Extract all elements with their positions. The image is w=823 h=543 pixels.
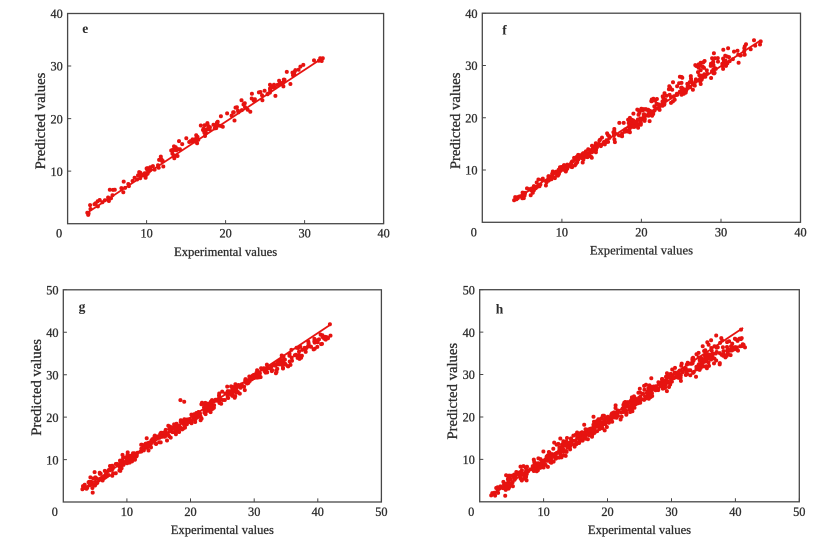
svg-text:f: f [502,22,507,37]
svg-text:30: 30 [715,225,727,239]
svg-text:Predicted values: Predicted values [29,339,45,436]
svg-text:40: 40 [465,7,477,21]
svg-text:0: 0 [471,225,477,239]
svg-text:40: 40 [463,326,475,340]
svg-text:40: 40 [51,7,63,21]
svg-text:40: 40 [312,505,324,519]
svg-text:20: 20 [51,112,63,126]
svg-text:20: 20 [601,505,613,519]
svg-text:Experimental values: Experimental values [588,523,691,537]
svg-text:30: 30 [51,60,63,74]
svg-text:30: 30 [248,505,260,519]
svg-text:30: 30 [463,368,475,382]
svg-text:10: 10 [46,453,58,467]
svg-text:30: 30 [665,505,677,519]
svg-text:10: 10 [465,164,477,178]
svg-text:30: 30 [46,368,58,382]
svg-text:40: 40 [46,326,58,340]
svg-text:0: 0 [468,505,474,519]
svg-text:h: h [496,301,504,316]
svg-text:10: 10 [537,505,549,519]
svg-text:20: 20 [465,112,477,126]
svg-text:Predicted values: Predicted values [445,343,461,440]
svg-text:10: 10 [51,165,63,179]
svg-text:20: 20 [635,225,647,239]
svg-text:0: 0 [52,505,58,519]
svg-text:40: 40 [794,225,806,239]
svg-text:50: 50 [463,283,475,297]
svg-text:Experimental values: Experimental values [171,523,274,537]
svg-text:g: g [79,299,86,314]
svg-text:Experimental values: Experimental values [590,244,693,258]
svg-text:Predicted values: Predicted values [448,72,464,169]
svg-text:20: 20 [219,227,231,241]
svg-text:10: 10 [556,225,568,239]
svg-text:e: e [82,21,88,36]
svg-text:50: 50 [375,505,387,519]
svg-text:Experimental values: Experimental values [174,245,277,259]
svg-text:40: 40 [377,227,389,241]
svg-text:20: 20 [463,411,475,425]
svg-text:20: 20 [46,411,58,425]
svg-text:30: 30 [465,59,477,73]
svg-text:10: 10 [121,505,133,519]
svg-text:Predicted values: Predicted values [33,72,49,169]
svg-text:40: 40 [729,505,741,519]
svg-text:50: 50 [46,284,58,298]
svg-text:10: 10 [140,227,152,241]
svg-text:20: 20 [184,505,196,519]
svg-text:50: 50 [793,505,805,519]
svg-text:10: 10 [463,453,475,467]
svg-text:30: 30 [298,227,310,241]
svg-text:0: 0 [56,227,62,241]
